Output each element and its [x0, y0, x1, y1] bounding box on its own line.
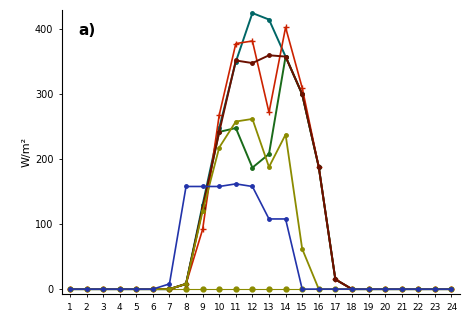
Y-axis label: W/m²: W/m² — [22, 137, 32, 167]
Text: a): a) — [78, 23, 95, 38]
